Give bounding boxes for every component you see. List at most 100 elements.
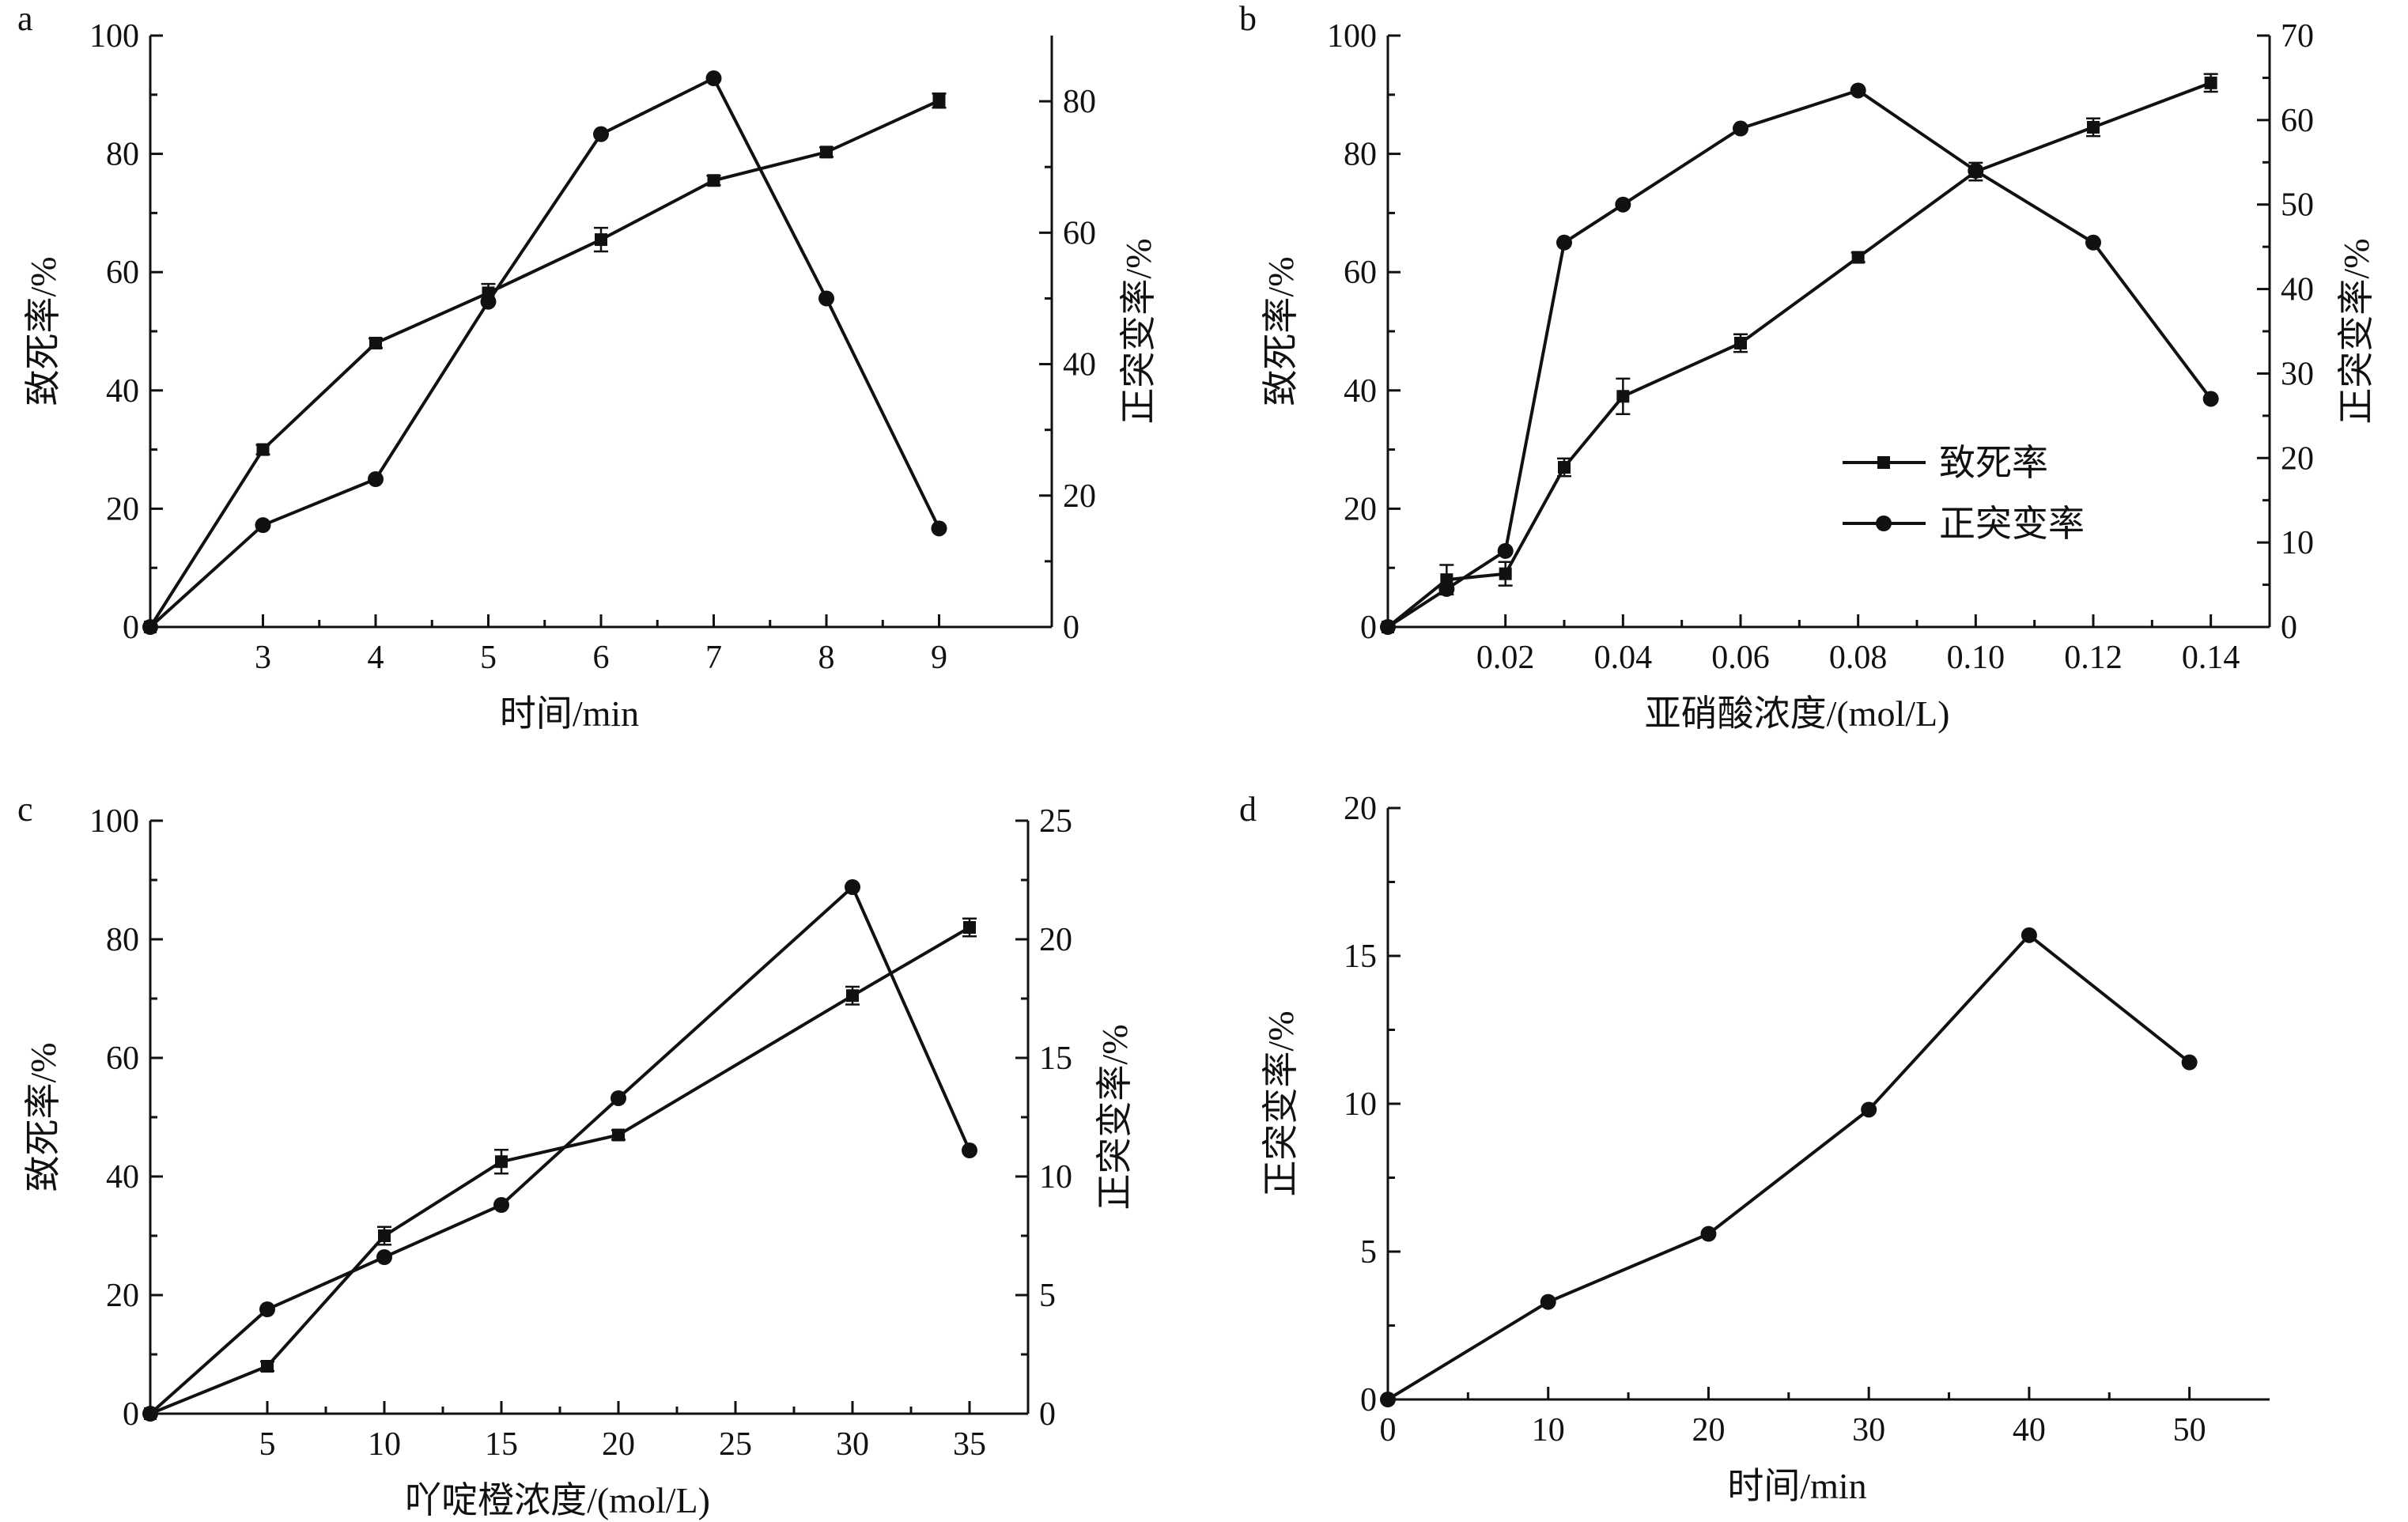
- y-tick-label-right: 50: [2281, 187, 2314, 224]
- x-tick-label: 0.12: [2064, 640, 2123, 676]
- panel-label: a: [17, 0, 33, 38]
- x-tick-label: 40: [2013, 1412, 2046, 1448]
- y-tick-label-left: 20: [106, 491, 139, 527]
- y-tick-label-left: 100: [1327, 18, 1377, 55]
- y-tick-label-left: 60: [106, 255, 139, 291]
- data-point-square: [2204, 76, 2217, 89]
- series-line-1: [1386, 89, 2213, 629]
- data-point-circle: [493, 1197, 509, 1213]
- data-point-circle: [368, 471, 384, 487]
- x-axis-title: 亚硝酸浓度/(mol/L): [1645, 693, 1950, 734]
- y-tick-label-left: 0: [1360, 1382, 1377, 1418]
- data-point-circle: [1438, 580, 1455, 597]
- legend-marker-circle: [1876, 516, 1892, 531]
- data-point-square: [378, 1229, 391, 1242]
- series-line-0: [1386, 933, 2191, 1401]
- x-tick-label: 0.02: [1476, 640, 1535, 676]
- x-tick-label: 50: [2173, 1412, 2206, 1448]
- data-point-square: [820, 145, 833, 159]
- y-tick-label-right: 40: [2281, 272, 2314, 308]
- data-point-circle: [2181, 1054, 2198, 1071]
- data-point-circle: [2085, 234, 2101, 251]
- y-tick-label-left: 0: [123, 610, 139, 646]
- data-point-square: [1499, 567, 1512, 580]
- y-axis-title-left: 致死率/%: [1261, 256, 1301, 406]
- series-line-0: [149, 99, 940, 629]
- series-line-0: [1386, 81, 2212, 629]
- x-tick-label: 7: [705, 640, 722, 676]
- panel-a: a 3 4 5 6 7 8 9 0 20 40 60 80 100 0 20 40 60 80 时间/min 致死率/%…: [17, 0, 1159, 734]
- y-tick-label-right: 10: [1039, 1159, 1072, 1195]
- y-tick-label-left: 20: [106, 1278, 139, 1314]
- data-point-square: [612, 1128, 625, 1142]
- panel-c: c5 10 15 20 25 30 350204060801000510152025吖啶橙浓…: [17, 790, 1135, 1520]
- x-tick-label: 4: [368, 640, 384, 676]
- panel-label: d: [1239, 790, 1257, 829]
- y-tick-label-left: 80: [106, 922, 139, 958]
- x-tick-label: 10: [368, 1426, 401, 1463]
- data-point-square: [932, 94, 946, 108]
- data-point-square: [707, 174, 720, 187]
- data-point-square: [595, 233, 607, 247]
- y-tick-label-right: 60: [1063, 215, 1096, 251]
- y-tick-label-right: 20: [1063, 478, 1096, 515]
- x-axis-title: 时间/min: [1727, 1466, 1866, 1506]
- data-point-circle: [1380, 619, 1396, 635]
- data-point-circle: [1968, 162, 1984, 179]
- data-point-circle: [2021, 927, 2037, 943]
- y-tick-label-left: 100: [89, 803, 139, 840]
- data-point-circle: [1556, 234, 1572, 251]
- data-point-circle: [142, 619, 158, 635]
- x-tick-label: 0.04: [1594, 640, 1653, 676]
- panel-label: b: [1239, 0, 1257, 38]
- y-tick-label-right: 60: [2281, 103, 2314, 139]
- x-tick-label: 8: [818, 640, 835, 676]
- data-point-circle: [255, 517, 271, 534]
- series-line-1: [149, 884, 971, 1415]
- y-tick-label-right: 0: [1063, 610, 1079, 646]
- y-tick-label-left: 0: [123, 1396, 139, 1433]
- y-tick-label-right: 0: [2281, 610, 2297, 646]
- data-point-square: [1851, 251, 1865, 264]
- data-point-circle: [1861, 1101, 1877, 1118]
- y-tick-label-right: 5: [1039, 1278, 1056, 1314]
- x-tick-label: 10: [1532, 1412, 1565, 1448]
- data-point-circle: [1540, 1294, 1556, 1310]
- x-axis-title: 时间/min: [500, 693, 639, 734]
- legend-label-1: 正突变率: [1939, 504, 2085, 544]
- data-point-circle: [142, 1406, 158, 1422]
- y-axis-title-right: 正突变率/%: [1094, 1024, 1135, 1210]
- data-point-circle: [818, 290, 834, 307]
- y-tick-label-left: 80: [1344, 137, 1377, 173]
- legend-label-0: 致死率: [1939, 443, 2048, 483]
- data-point-circle: [611, 1090, 626, 1106]
- data-point-circle: [376, 1249, 392, 1265]
- y-axis-title-left: 致死率/%: [23, 1042, 63, 1192]
- y-tick-label-right: 15: [1039, 1040, 1072, 1077]
- x-tick-label: 20: [602, 1426, 635, 1463]
- x-tick-label: 0.10: [1947, 640, 2005, 676]
- y-tick-label-right: 30: [2281, 356, 2314, 392]
- data-point-square: [495, 1155, 508, 1169]
- series-line-1: [149, 76, 941, 629]
- x-tick-label: 0.06: [1711, 640, 1770, 676]
- x-tick-label: 9: [931, 640, 947, 676]
- data-point-circle: [593, 126, 609, 142]
- data-point-square: [846, 989, 859, 1003]
- y-tick-label-left: 60: [106, 1040, 139, 1077]
- data-point-circle: [1700, 1226, 1717, 1242]
- y-axis-title-left: 致死率/%: [23, 256, 63, 406]
- y-tick-label-right: 10: [2281, 525, 2314, 561]
- data-point-circle: [931, 520, 947, 537]
- data-point-circle: [1380, 1392, 1396, 1407]
- x-tick-label: 6: [593, 640, 610, 676]
- y-axis-title-right: 正突变率/%: [1118, 238, 1159, 424]
- x-axis-title: 吖啶橙浓度/(mol/L): [405, 1480, 710, 1520]
- y-tick-label-right: 40: [1063, 347, 1096, 383]
- panel-label: c: [17, 790, 33, 829]
- x-tick-label: 30: [836, 1426, 869, 1463]
- y-axis-title-left: 正突变率/%: [1261, 1010, 1301, 1196]
- legend-marker-square: [1877, 456, 1890, 469]
- y-tick-label-left: 40: [1344, 373, 1377, 410]
